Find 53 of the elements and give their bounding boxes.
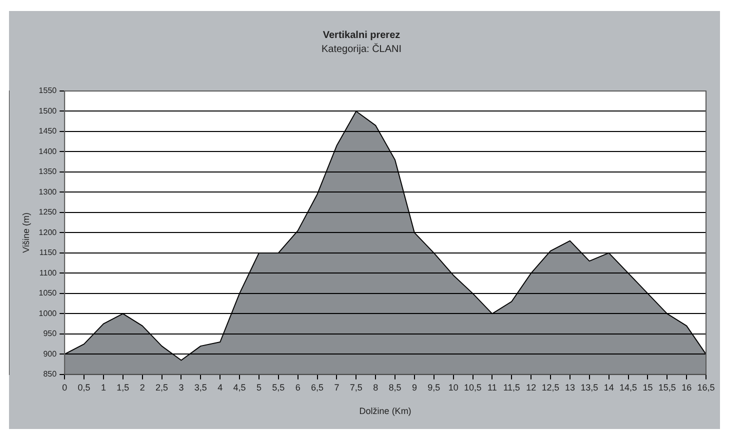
x-tick-label: 12 <box>526 382 536 392</box>
x-tick-label: 13,5 <box>580 382 598 392</box>
x-tick-label: 9,5 <box>428 382 440 392</box>
x-tick-label: 16,5 <box>697 382 715 392</box>
x-tick-label: 15,5 <box>658 382 676 392</box>
y-tick-label: 1300 <box>38 187 58 196</box>
y-tick-label: 900 <box>43 349 58 358</box>
x-tick-label: 11 <box>488 382 497 392</box>
x-tick-label: 4 <box>218 382 223 392</box>
x-tick-label: 5 <box>256 382 262 392</box>
x-tick-label: 0 <box>62 382 68 392</box>
y-tick-label: 1450 <box>38 126 58 136</box>
x-tick-label: 8,5 <box>388 382 402 392</box>
x-axis-title: Dolžine (Km) <box>359 406 412 416</box>
y-tick-label: 1400 <box>38 146 58 156</box>
x-tick-label: 11,5 <box>503 382 520 392</box>
y-tick-label: 1500 <box>38 106 58 116</box>
chart-subtitle: Kategorija: ČLANI <box>321 42 402 55</box>
x-tick-label: 3 <box>178 382 184 392</box>
x-tick-label: 16 <box>682 382 692 392</box>
x-tick-label: 2,5 <box>156 382 168 392</box>
x-tick-label: 10,5 <box>464 382 482 392</box>
x-tick-label: 10 <box>448 382 458 392</box>
y-tick-label: 1550 <box>38 86 58 96</box>
x-tick-label: 14,5 <box>619 382 638 392</box>
y-tick-label: 1150 <box>39 248 58 258</box>
x-tick-label: 1 <box>100 382 106 392</box>
x-tick-label: 7,5 <box>350 382 362 392</box>
y-tick-label: 1200 <box>38 228 58 237</box>
y-tick-label: 1250 <box>38 208 58 217</box>
y-tick-label: 1350 <box>38 167 58 176</box>
x-tick-label: 7 <box>334 382 340 392</box>
x-tick-label: 6 <box>295 382 300 392</box>
x-tick-label: 2 <box>140 382 145 392</box>
x-tick-label: 1,5 <box>116 382 130 392</box>
y-tick-label: 850 <box>43 370 58 379</box>
x-tick-label: 0,5 <box>78 382 90 392</box>
x-tick-label: 14 <box>604 382 614 392</box>
y-axis-title: Višine (m) <box>20 212 31 253</box>
y-tick-label: 1000 <box>38 308 58 318</box>
x-tick-label: 5,5 <box>272 382 285 392</box>
chart-title: Vertikalni prerez <box>322 30 400 41</box>
y-tick-label: 950 <box>43 329 58 338</box>
x-tick-label: 6,5 <box>311 382 324 392</box>
x-tick-label: 13 <box>564 382 575 392</box>
y-tick-label: 1050 <box>38 288 58 298</box>
x-tick-label: 9 <box>412 382 417 392</box>
x-tick-label: 3,5 <box>194 382 207 392</box>
x-tick-label: 12,5 <box>542 382 560 392</box>
y-tick-label: 1100 <box>39 268 58 278</box>
x-tick-label: 8 <box>373 382 378 392</box>
x-tick-label: 15 <box>642 382 653 392</box>
x-tick-label: 4,5 <box>233 382 246 392</box>
